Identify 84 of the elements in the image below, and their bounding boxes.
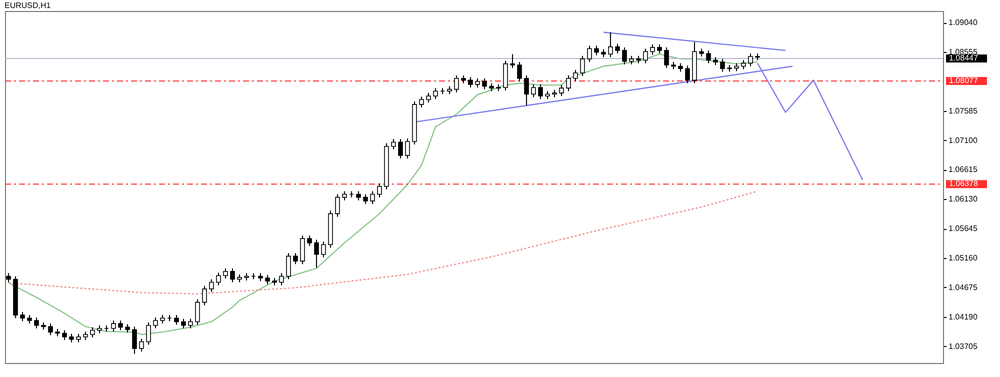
y-tick-label: 1.09040	[948, 18, 978, 28]
candlestick	[209, 278, 214, 292]
candlestick	[202, 285, 207, 306]
candlestick	[468, 76, 473, 88]
candlestick	[538, 84, 543, 100]
candlestick	[230, 268, 235, 283]
candlestick	[580, 55, 585, 76]
candlestick	[293, 252, 298, 265]
candlestick	[153, 316, 158, 329]
chart-title: EURUSD,H1	[4, 1, 52, 10]
candlestick	[118, 320, 123, 331]
candlestick	[559, 84, 564, 96]
candlestick	[475, 78, 480, 88]
candlestick	[342, 190, 347, 201]
candlestick	[146, 322, 151, 346]
candlestick	[587, 45, 592, 62]
y-tick-label: 1.07585	[948, 106, 978, 116]
candlestick	[363, 194, 368, 204]
y-tick-label: 1.05645	[948, 224, 978, 234]
candlestick	[195, 298, 200, 326]
y-tick-label: 1.04675	[948, 282, 978, 292]
candlestick	[265, 274, 270, 285]
candlestick	[685, 65, 690, 84]
candlestick	[139, 338, 144, 352]
candlestick	[34, 316, 39, 329]
candlestick	[132, 326, 137, 354]
candlestick	[419, 96, 424, 108]
ref-line-label: 1.08447	[949, 54, 978, 63]
y-tick-label: 1.07100	[948, 136, 978, 145]
candlestick	[664, 46, 669, 69]
candlestick	[321, 241, 326, 258]
candlestick	[524, 74, 529, 106]
candlestick	[391, 138, 396, 150]
candlestick	[216, 272, 221, 286]
candlestick	[286, 252, 291, 280]
candlestick	[188, 318, 193, 329]
y-tick-label: 1.06615	[948, 165, 978, 174]
y-tick-label: 1.06130	[948, 194, 978, 204]
candlestick	[594, 45, 599, 56]
candlestick	[643, 48, 648, 64]
candlestick	[433, 88, 438, 100]
y-tick-label: 1.05160	[948, 254, 978, 263]
candlestick	[307, 235, 312, 246]
ref-line-label: 1.08077	[949, 76, 978, 85]
candlestick	[622, 46, 627, 65]
candlestick	[531, 84, 536, 98]
candlestick	[356, 190, 361, 201]
line-series	[8, 190, 758, 294]
candlestick	[426, 92, 431, 104]
candlestick	[223, 268, 228, 280]
candlestick	[398, 138, 403, 159]
candlestick	[720, 58, 725, 72]
candlestick	[482, 78, 487, 90]
candlestick	[6, 272, 11, 283]
candlestick	[650, 44, 655, 56]
candlestick	[573, 69, 578, 82]
candlestick	[405, 138, 410, 159]
y-tick-label: 1.03705	[948, 342, 978, 351]
candlestick	[748, 52, 753, 67]
candlestick	[300, 235, 305, 265]
candlestick	[181, 318, 186, 329]
y-tick-label: 1.04190	[948, 312, 978, 322]
candlestick	[90, 326, 95, 338]
candlestick	[517, 61, 522, 82]
candlestick	[174, 314, 179, 326]
ref-line-label: 1.06378	[949, 179, 978, 188]
candlestick	[111, 320, 116, 332]
candlestick	[510, 54, 515, 69]
candlestick	[48, 323, 53, 336]
candlestick	[335, 194, 340, 218]
candlestick	[741, 60, 746, 70]
candlestick	[706, 50, 711, 64]
candlestick	[454, 74, 459, 93]
candlestick	[314, 239, 319, 268]
candlestick	[608, 32, 613, 58]
candlestick	[20, 312, 25, 322]
candlestick	[370, 190, 375, 204]
candlestick	[615, 43, 620, 54]
candlestick	[279, 272, 284, 286]
candlestick	[62, 330, 67, 340]
candlestick	[566, 74, 571, 92]
candlestick	[503, 60, 508, 92]
candlestick	[377, 182, 382, 198]
candlestick	[657, 44, 662, 54]
